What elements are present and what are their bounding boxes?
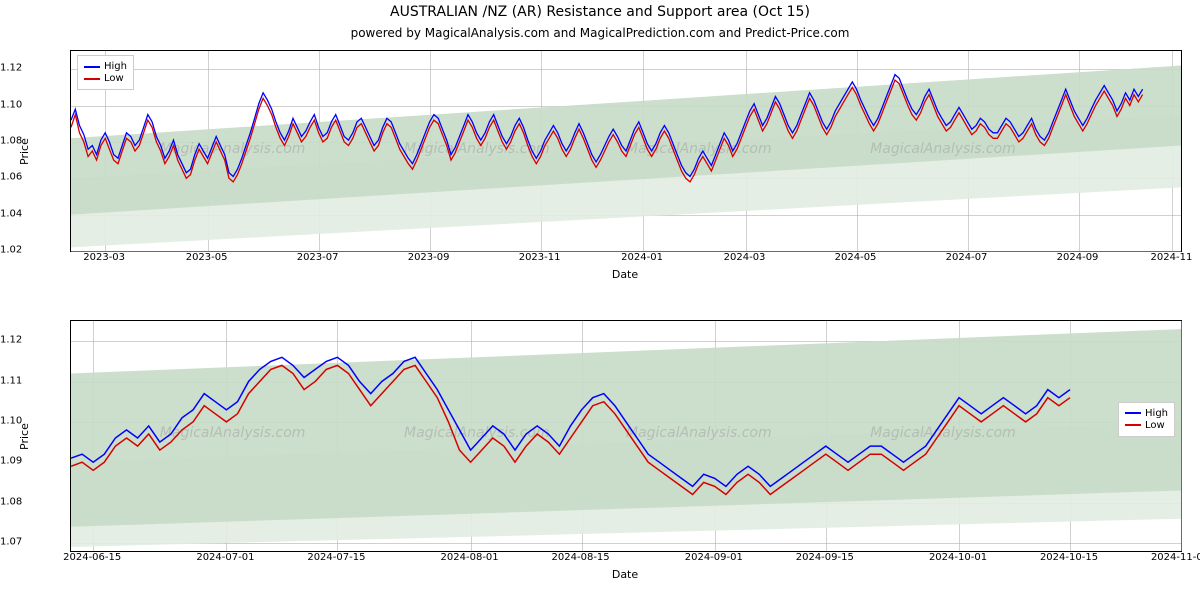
ytick-label: 1.02 <box>0 245 64 256</box>
xtick-label: 2023-03 <box>83 252 125 263</box>
xtick-label: 2024-09-01 <box>685 552 743 563</box>
legend-swatch-low <box>84 78 100 80</box>
chart-panel-top: MagicalAnalysis.comMagicalAnalysis.comMa… <box>70 50 1182 252</box>
ytick-label: 1.10 <box>0 99 64 110</box>
legend-row-high: High <box>1125 408 1168 419</box>
xtick-label: 2023-05 <box>186 252 228 263</box>
xlabel-bottom: Date <box>70 568 1180 581</box>
xtick-label: 2024-10-01 <box>929 552 987 563</box>
legend-label-high: High <box>104 61 127 72</box>
chart-title: AUSTRALIAN /NZ (AR) Resistance and Suppo… <box>0 4 1200 20</box>
ytick-label: 1.06 <box>0 172 64 183</box>
legend-row-low: Low <box>1125 420 1168 431</box>
legend-label-low: Low <box>1145 420 1165 431</box>
legend-top: High Low <box>77 55 134 90</box>
legend-swatch-low <box>1125 424 1141 426</box>
xtick-label: 2024-08-01 <box>441 552 499 563</box>
ytick-label: 1.10 <box>0 415 64 426</box>
legend-swatch-high <box>1125 412 1141 414</box>
xtick-label: 2024-05 <box>835 252 877 263</box>
figure: AUSTRALIAN /NZ (AR) Resistance and Suppo… <box>0 0 1200 600</box>
xtick-label: 2024-11-01 <box>1151 552 1200 563</box>
legend-label-low: Low <box>104 73 124 84</box>
xtick-label: 2024-09-15 <box>796 552 854 563</box>
ytick-label: 1.12 <box>0 63 64 74</box>
xtick-label: 2023-09 <box>408 252 450 263</box>
xtick-label: 2024-07-15 <box>307 552 365 563</box>
xtick-label: 2023-11 <box>519 252 561 263</box>
xtick-label: 2024-09 <box>1057 252 1099 263</box>
line-plot-bottom <box>71 321 1181 551</box>
line-plot-top <box>71 51 1181 251</box>
xlabel-top: Date <box>70 268 1180 281</box>
xtick-label: 2024-10-15 <box>1040 552 1098 563</box>
ylabel-bottom: Price <box>18 423 31 450</box>
xtick-label: 2024-01 <box>621 252 663 263</box>
ytick-label: 1.07 <box>0 536 64 547</box>
ytick-label: 1.08 <box>0 135 64 146</box>
chart-panel-bottom: MagicalAnalysis.comMagicalAnalysis.comMa… <box>70 320 1182 552</box>
chart-subtitle: powered by MagicalAnalysis.com and Magic… <box>0 26 1200 40</box>
legend-label-high: High <box>1145 408 1168 419</box>
xticks-top: 2023-03 2023-05 2023-07 2023-09 2023-11 2024-… <box>70 250 1180 266</box>
xtick-label: 2023-07 <box>297 252 339 263</box>
xtick-label: 2024-11 <box>1151 252 1193 263</box>
xtick-label: 2024-07-01 <box>196 552 254 563</box>
legend-swatch-high <box>84 66 100 68</box>
xtick-label: 2024-07 <box>946 252 988 263</box>
ytick-label: 1.09 <box>0 456 64 467</box>
ytick-label: 1.08 <box>0 496 64 507</box>
ytick-label: 1.12 <box>0 335 64 346</box>
legend-row-high: High <box>84 61 127 72</box>
xtick-label: 2024-06-15 <box>63 552 121 563</box>
ytick-label: 1.04 <box>0 208 64 219</box>
xticks-bottom: 2024-06-152024-07-012024-07-152024-08-01… <box>70 550 1180 566</box>
legend-row-low: Low <box>84 73 127 84</box>
legend-bottom: High Low <box>1118 402 1175 437</box>
xtick-label: 2024-08-15 <box>552 552 610 563</box>
ytick-label: 1.11 <box>0 375 64 386</box>
xtick-label: 2024-03 <box>724 252 766 263</box>
